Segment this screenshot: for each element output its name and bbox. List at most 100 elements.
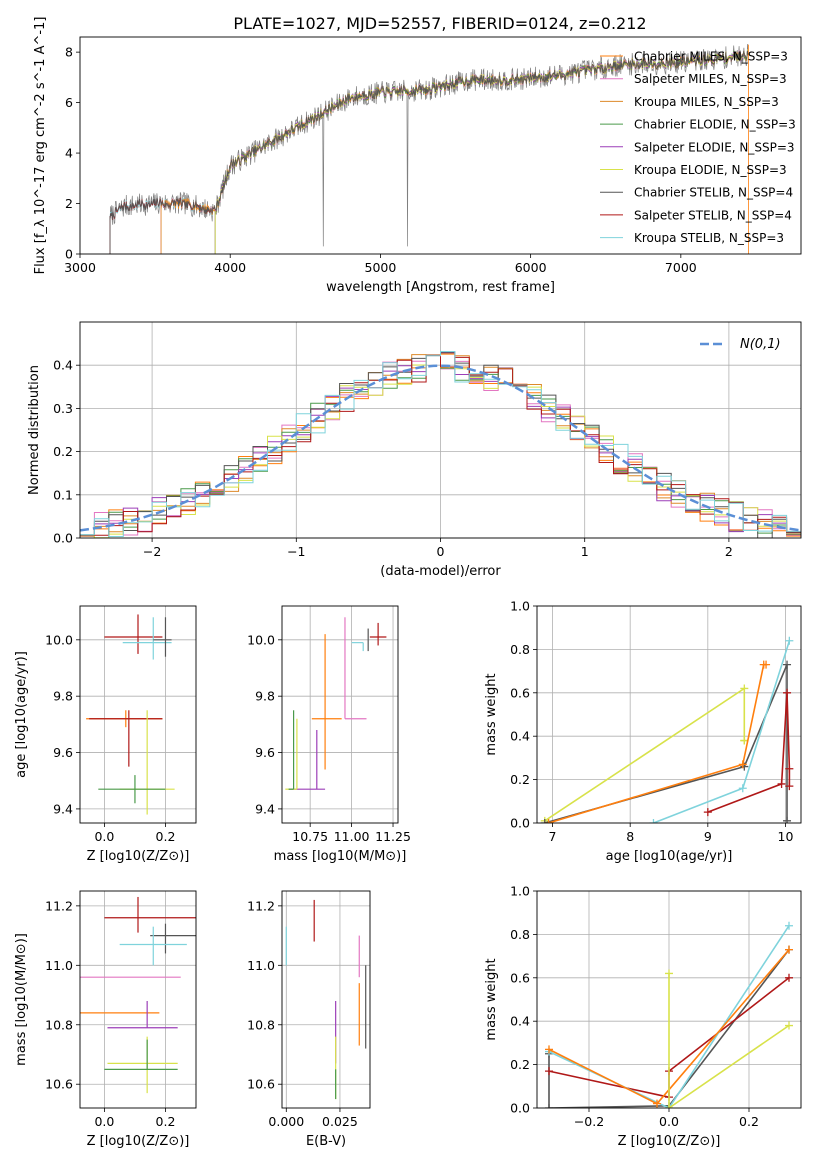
weight-point-marker (738, 784, 747, 793)
y-tick-label: 9.8 (255, 689, 275, 704)
axes-frame (281, 890, 371, 1109)
legend-label: Kroupa STELIB, N_SSP=3 (634, 231, 784, 245)
model-line (109, 50, 749, 221)
y-tick-label: 0.8 (510, 642, 530, 657)
y-tick-label: 0.1 (53, 487, 73, 502)
y-tick-label: 0.0 (510, 1101, 530, 1116)
histogram-step-line (80, 351, 801, 537)
observed-spectrum-line (109, 43, 749, 247)
y-tick-label: 11.2 (45, 898, 73, 913)
x-tick-label: 0.0 (659, 1114, 679, 1129)
y-tick-label: 6 (65, 95, 73, 110)
weight-line (668, 973, 790, 1108)
x-tick-label: 9 (704, 829, 712, 844)
x-axis-label: Z [log10(Z/Z⊙)] (87, 849, 190, 864)
legend-label: Chabrier MILES, N_SSP=3 (634, 50, 788, 64)
x-tick-label: 10.75 (292, 829, 328, 844)
x-axis-label: Z [log10(Z/Z⊙)] (87, 1134, 190, 1149)
residual-histogram-panel: −2 −1 0 1 2 0.0 0.1 0.2 0.3 0.4 (data-model)/error… (27, 321, 802, 579)
y-tick-label: 9.4 (255, 801, 275, 816)
x-tick-label: 0.2 (156, 829, 176, 844)
spectrum-panel: 3000 4000 5000 6000 7000 0 2 4 6 8 wavelength [Ang… (33, 17, 802, 295)
y-tick-label: 2 (65, 196, 73, 211)
weight-point-marker (545, 1067, 553, 1076)
legend-label: N(0,1) (740, 337, 781, 352)
weight-point-marker (785, 973, 793, 982)
x-tick-label: 0.2 (156, 1114, 176, 1129)
y-tick-label: 0.2 (53, 444, 73, 459)
x-tick-label: 0.000 (268, 1114, 304, 1129)
axes-frame (79, 36, 802, 255)
y-axis-label: mass [log10(M/M⊙)] (14, 933, 29, 1066)
x-tick-label: 10 (778, 829, 794, 844)
y-tick-label: 9.8 (53, 689, 73, 704)
x-tick-label: 11.00 (334, 829, 370, 844)
y-tick-label: 10.8 (247, 1017, 275, 1032)
y-tick-label: 10.0 (45, 632, 73, 647)
age-vs-mass-panel: 10.75 11.00 11.25 9.4 9.6 9.8 10.0 mass [log10(… (247, 605, 411, 864)
y-tick-label: 0.4 (510, 1014, 530, 1029)
y-tick-label: 11.0 (45, 958, 73, 973)
y-tick-label: 10.0 (247, 632, 275, 647)
x-tick-label: −1 (287, 544, 305, 559)
weight-line (548, 949, 790, 1108)
y-tick-label: 0.2 (510, 772, 530, 787)
y-tick-label: 10.6 (247, 1077, 275, 1092)
weight-point-marker (785, 921, 793, 930)
weight-line (707, 692, 791, 813)
weight-point-marker (762, 660, 771, 669)
x-axis-label: age [log10(age/yr)] (606, 849, 733, 864)
y-tick-label: 0.8 (510, 927, 530, 942)
x-tick-label: 0.2 (739, 1114, 759, 1129)
x-tick-label: 6000 (515, 260, 547, 275)
weight-point-marker (785, 945, 793, 954)
plot-area (109, 43, 749, 254)
y-tick-label: 0.4 (510, 729, 530, 744)
x-axis-label: mass [log10(M/M⊙)] (274, 849, 407, 864)
y-tick-label: 4 (65, 146, 73, 161)
age-vs-metallicity-panel: 0.0 0.2 9.4 9.6 9.8 10.0 Z [log10(Z/Z⊙)] age [l… (14, 605, 197, 864)
legend-label: Chabrier ELODIE, N_SSP=3 (634, 118, 796, 132)
plot-area (545, 921, 793, 1108)
x-tick-label: 5000 (365, 260, 397, 275)
x-tick-label: 0.0 (94, 1114, 114, 1129)
y-tick-label: 0.0 (510, 816, 530, 831)
x-tick-label: 0 (437, 544, 445, 559)
y-axis-label: mass weight (484, 673, 499, 755)
y-tick-label: 0.6 (510, 685, 530, 700)
plot-area (80, 351, 801, 538)
x-tick-label: 7000 (665, 260, 697, 275)
plot-area (285, 899, 367, 1100)
legend-label: Salpeter ELODIE, N_SSP=3 (634, 140, 795, 154)
weight-point-marker (783, 660, 792, 669)
weight-line (653, 640, 791, 823)
y-tick-label: 11.2 (247, 898, 275, 913)
axes-frame (79, 605, 197, 824)
normal-curve-line (80, 364, 801, 532)
x-tick-label: 0.0 (94, 829, 114, 844)
mass-vs-extinction-panel: 0.000 0.025 10.6 10.8 11.0 11.2 E(B-V) (247, 890, 371, 1149)
weight-point-marker (783, 688, 792, 697)
y-tick-label: 9.6 (255, 745, 275, 760)
y-axis-label: age [log10(age/yr)] (14, 651, 29, 778)
y-axis-label: Flux [f_λ 10^-17 erg cm^-2 s^-1 A^-1] (33, 17, 48, 275)
y-tick-label: 8 (65, 45, 73, 60)
y-tick-label: 0.3 (53, 401, 73, 416)
plot-area (80, 896, 196, 1094)
legend-label: Salpeter STELIB, N_SSP=4 (634, 208, 792, 222)
mass-vs-metallicity-panel: 0.0 0.2 10.6 10.8 11.0 11.2 Z [log10(Z/Z⊙)] mas… (14, 890, 197, 1149)
y-axis-label: mass weight (484, 958, 499, 1040)
weight-point-marker (649, 819, 658, 823)
x-tick-label: 2 (725, 544, 733, 559)
x-axis-label: wavelength [Angstrom, rest frame] (326, 280, 555, 295)
weight-line (544, 664, 788, 823)
spectrum-title: PLATE=1027, MJD=52557, FIBERID=0124, z=0… (233, 14, 646, 33)
x-tick-label: 8 (626, 829, 634, 844)
legend-label: Kroupa MILES, N_SSP=3 (634, 95, 779, 109)
y-tick-label: 0 (65, 247, 73, 262)
plot-area (86, 614, 175, 815)
x-tick-label: 1 (581, 544, 589, 559)
weight-point-marker (665, 969, 673, 978)
weight-point-marker (653, 1099, 661, 1108)
